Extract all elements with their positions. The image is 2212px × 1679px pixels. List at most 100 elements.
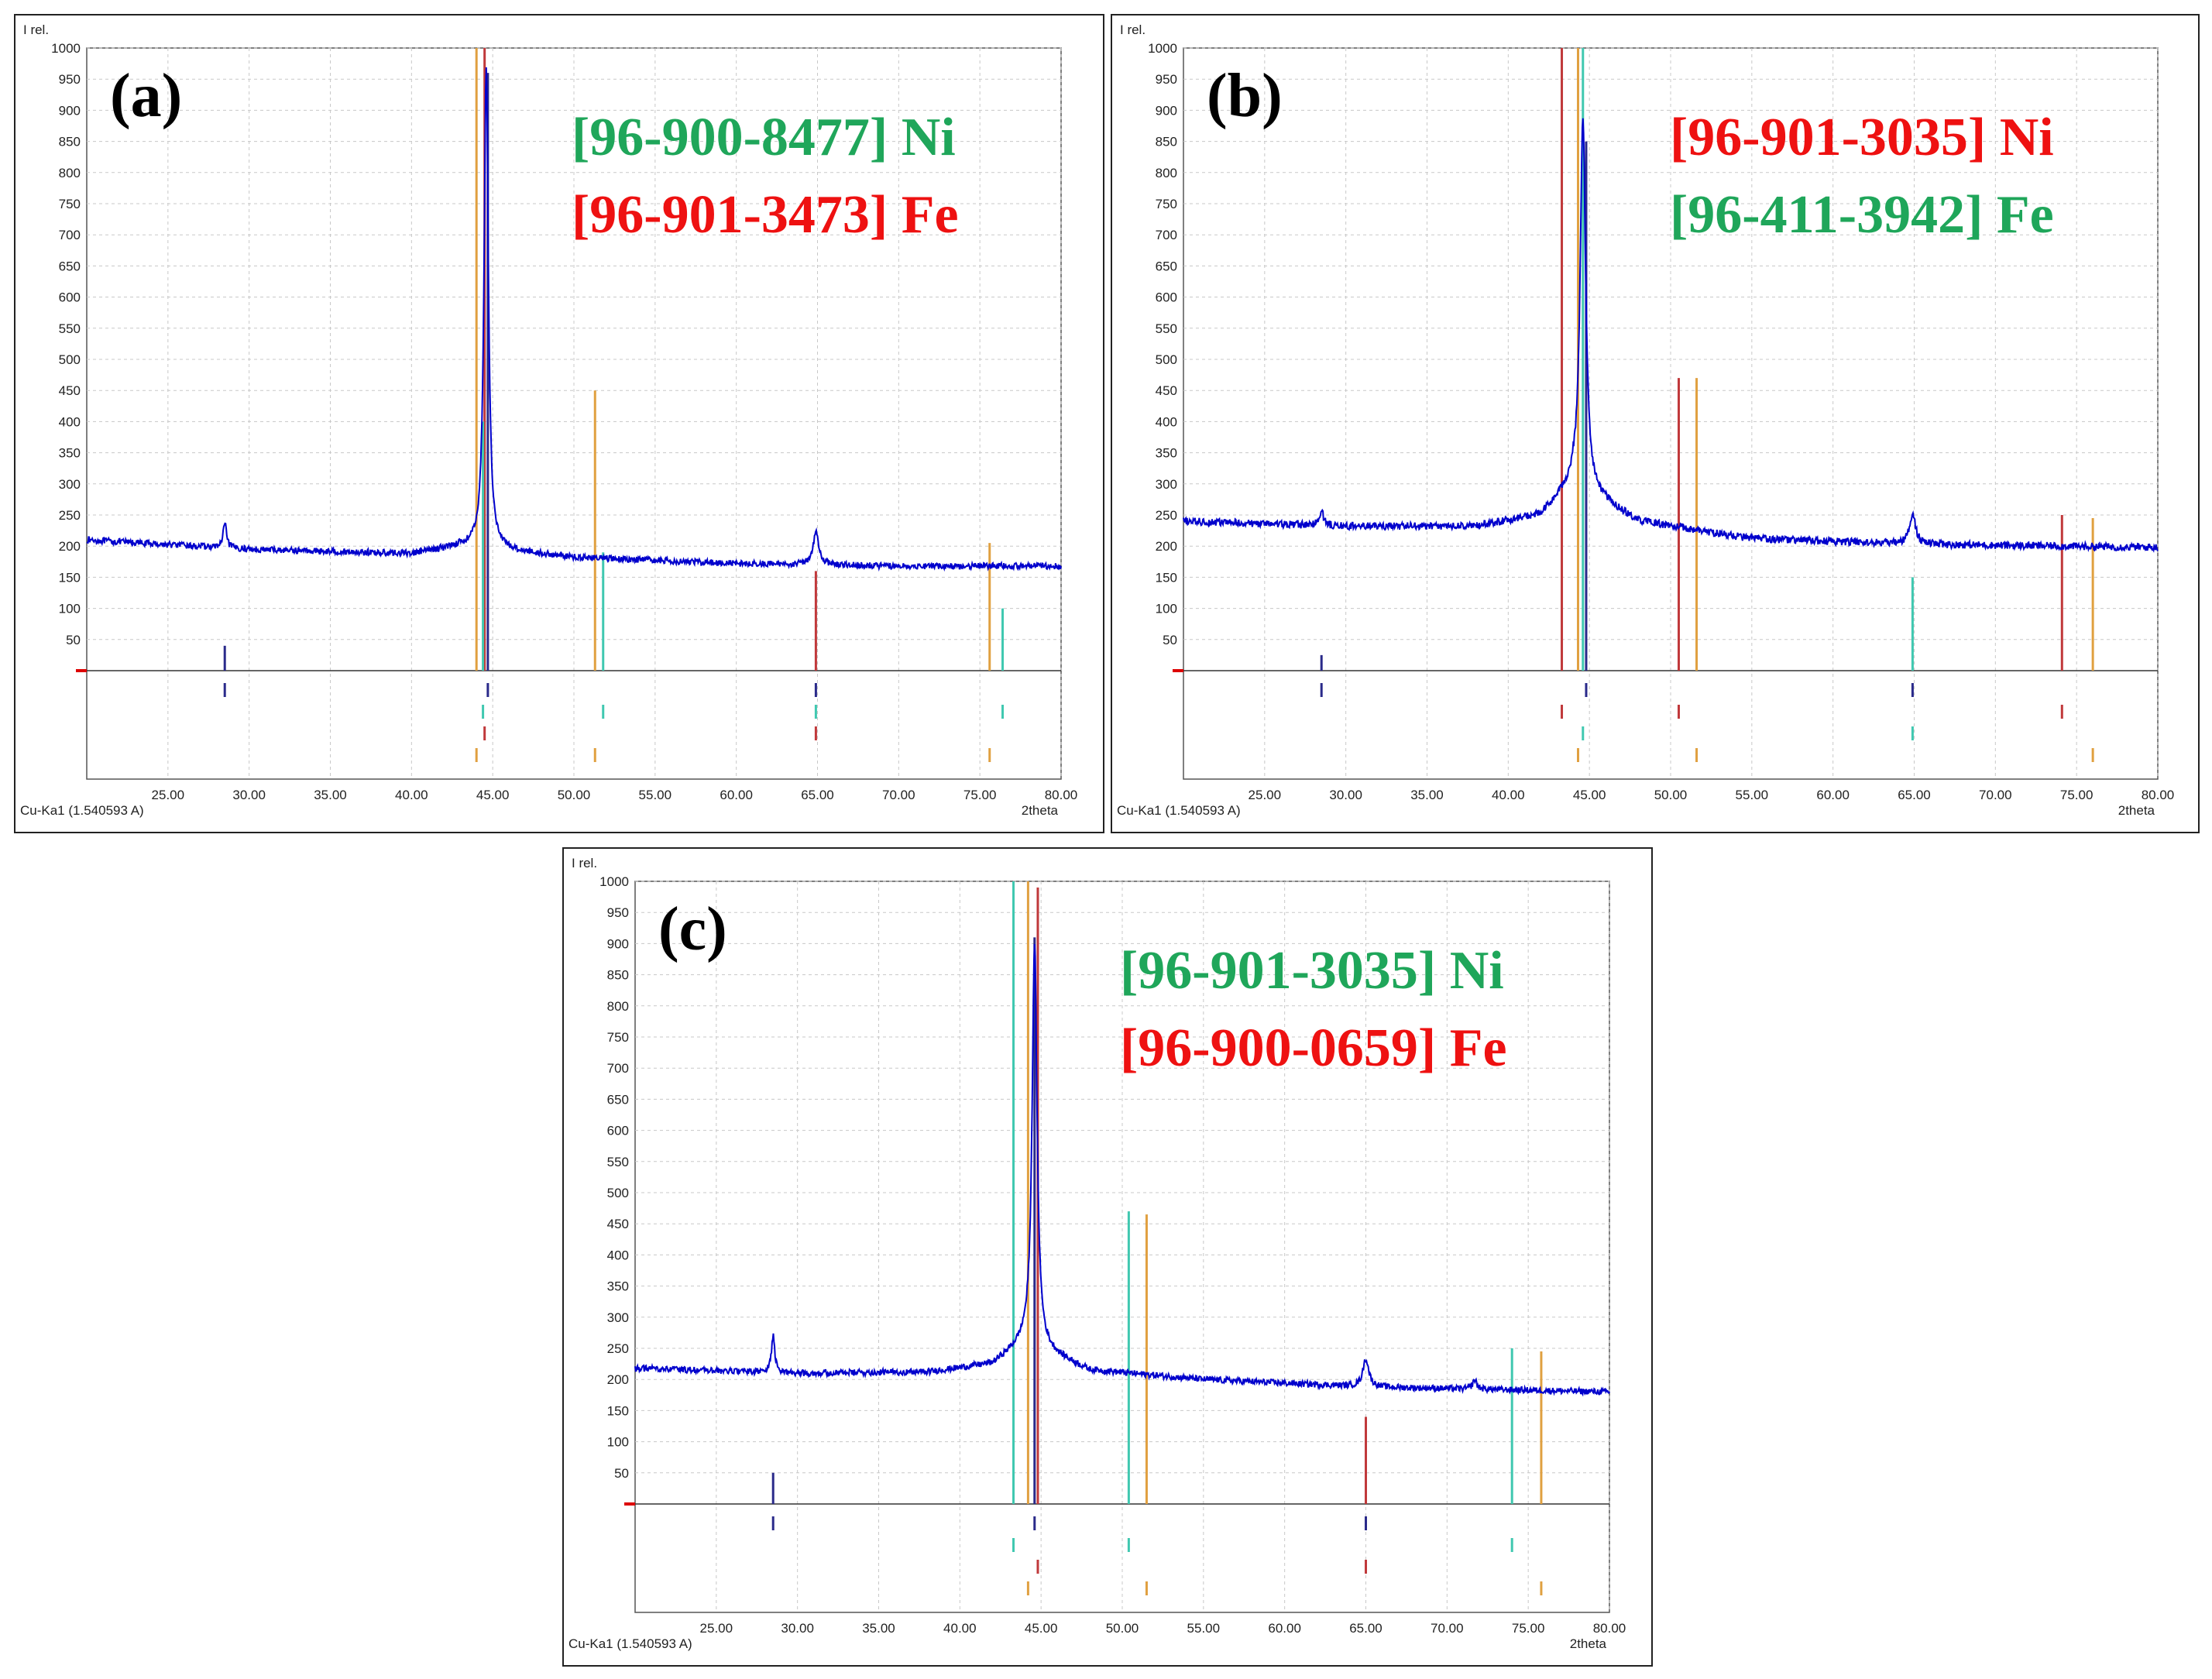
y-tick-label: 650 xyxy=(1156,259,1177,273)
xrd-chart-c: 1000 950 900 850 800 750 700 650 600 550 500 450 400… xyxy=(568,856,1626,1651)
y-tick-label: 200 xyxy=(59,539,81,554)
y-tick-label: 50 xyxy=(1163,633,1177,647)
y-tick-label: 450 xyxy=(59,383,81,398)
x-tick-label: 45.00 xyxy=(1573,788,1606,802)
y-tick-label: 250 xyxy=(1156,508,1177,523)
x-tick-label: 55.00 xyxy=(1187,1621,1221,1636)
y-tick-label: 250 xyxy=(59,508,81,523)
y-tick-label: 700 xyxy=(59,228,81,242)
y-tick-label: 300 xyxy=(59,477,81,492)
y-axis-label: I rel. xyxy=(572,856,597,870)
reference-label: [96-901-3035] Ni xyxy=(1670,108,2054,167)
y-tick-label: 550 xyxy=(607,1155,629,1169)
diffraction-pattern-line xyxy=(86,67,1062,572)
y-tick-label: 350 xyxy=(1156,446,1177,461)
y-tick-label: 300 xyxy=(607,1310,629,1325)
x-tick-label: 55.00 xyxy=(639,788,672,802)
x-tick-label: 70.00 xyxy=(1431,1621,1464,1636)
xrd-chart-a: 1000 950 900 850 800 750 700 650 600 550 500 450 400… xyxy=(20,22,1078,818)
y-tick-label: 400 xyxy=(607,1248,629,1262)
x-tick-label: 80.00 xyxy=(2142,788,2175,802)
x-tick-label: 25.00 xyxy=(1249,788,1282,802)
diffraction-pattern-line xyxy=(1183,118,2159,553)
y-tick-label: 100 xyxy=(1156,602,1177,616)
y-axis-label: I rel. xyxy=(23,22,49,37)
y-tick-label: 1000 xyxy=(599,874,629,889)
x-axis-label: 2theta xyxy=(1570,1636,1607,1651)
y-tick-label: 200 xyxy=(1156,539,1177,554)
y-tick-label: 100 xyxy=(59,602,81,616)
x-tick-label: 45.00 xyxy=(1025,1621,1058,1636)
y-tick-label: 900 xyxy=(607,936,629,951)
x-tick-label: 65.00 xyxy=(1349,1621,1382,1636)
x-tick-label: 50.00 xyxy=(1654,788,1688,802)
y-tick-label: 950 xyxy=(1156,72,1177,87)
chart-panel-c: 1000 950 900 850 800 750 700 650 600 550 500 450 400… xyxy=(562,847,1653,1667)
x-tick-label: 65.00 xyxy=(801,788,834,802)
x-tick-label: 70.00 xyxy=(882,788,915,802)
reference-label: [96-411-3942] Fe xyxy=(1670,185,2054,245)
y-tick-label: 600 xyxy=(59,290,81,305)
y-tick-label: 450 xyxy=(1156,383,1177,398)
reference-label: [96-900-0659] Fe xyxy=(1120,1018,1507,1078)
y-tick-label: 600 xyxy=(607,1124,629,1138)
x-tick-label: 35.00 xyxy=(1410,788,1444,802)
y-tick-label: 250 xyxy=(607,1341,629,1356)
reference-label: [96-900-8477] Ni xyxy=(572,108,956,167)
y-tick-label: 750 xyxy=(59,197,81,211)
y-axis-label: I rel. xyxy=(1120,22,1146,37)
chart-panel-b: 1000 950 900 850 800 750 700 650 600 550 500 450 400… xyxy=(1111,14,2200,833)
y-tick-label: 650 xyxy=(607,1092,629,1107)
y-tick-label: 200 xyxy=(607,1372,629,1387)
y-tick-label: 450 xyxy=(607,1217,629,1231)
y-tick-label: 550 xyxy=(1156,321,1177,336)
y-tick-label: 150 xyxy=(607,1403,629,1418)
y-tick-label: 50 xyxy=(66,633,81,647)
y-tick-label: 600 xyxy=(1156,290,1177,305)
x-tick-label: 30.00 xyxy=(232,788,266,802)
xrd-chart-b: 1000 950 900 850 800 750 700 650 600 550 500 450 400… xyxy=(1117,22,2175,818)
x-tick-label: 40.00 xyxy=(943,1621,977,1636)
y-tick-label: 850 xyxy=(607,968,629,983)
y-tick-label: 300 xyxy=(1156,477,1177,492)
x-tick-label: 50.00 xyxy=(558,788,591,802)
x-tick-label: 80.00 xyxy=(1593,1621,1626,1636)
x-tick-label: 75.00 xyxy=(963,788,997,802)
x-tick-label: 25.00 xyxy=(152,788,185,802)
y-tick-label: 700 xyxy=(607,1061,629,1076)
y-tick-label: 1000 xyxy=(51,41,81,56)
y-tick-label: 650 xyxy=(59,259,81,273)
y-tick-label: 950 xyxy=(59,72,81,87)
x-tick-label: 80.00 xyxy=(1045,788,1078,802)
x-tick-label: 60.00 xyxy=(720,788,753,802)
panel-label: (b) xyxy=(1207,62,1283,130)
y-tick-label: 800 xyxy=(59,166,81,180)
reference-label: [96-901-3473] Fe xyxy=(572,185,959,245)
panel-label: (a) xyxy=(110,62,182,130)
x-tick-label: 45.00 xyxy=(476,788,510,802)
y-tick-label: 500 xyxy=(59,352,81,367)
y-tick-label: 50 xyxy=(614,1466,629,1481)
y-tick-label: 850 xyxy=(1156,135,1177,149)
x-axis-label: 2theta xyxy=(2118,803,2155,818)
x-tick-label: 30.00 xyxy=(781,1621,814,1636)
y-tick-label: 700 xyxy=(1156,228,1177,242)
y-tick-label: 850 xyxy=(59,135,81,149)
x-tick-label: 50.00 xyxy=(1106,1621,1139,1636)
y-tick-label: 1000 xyxy=(1148,41,1177,56)
y-tick-label: 500 xyxy=(607,1186,629,1200)
x-tick-label: 35.00 xyxy=(862,1621,895,1636)
x-tick-label: 40.00 xyxy=(395,788,428,802)
y-tick-label: 550 xyxy=(59,321,81,336)
x-axis-label: 2theta xyxy=(1022,803,1059,818)
radiation-label: Cu-Ka1 (1.540593 A) xyxy=(20,803,144,818)
x-tick-label: 30.00 xyxy=(1329,788,1362,802)
x-tick-label: 75.00 xyxy=(1512,1621,1545,1636)
x-tick-label: 60.00 xyxy=(1816,788,1850,802)
chart-panel-a: 1000 950 900 850 800 750 700 650 600 550 500 450 400… xyxy=(14,14,1104,833)
x-tick-label: 40.00 xyxy=(1492,788,1525,802)
x-tick-label: 75.00 xyxy=(2060,788,2094,802)
y-tick-label: 800 xyxy=(1156,166,1177,180)
y-tick-label: 350 xyxy=(607,1279,629,1294)
y-tick-label: 400 xyxy=(1156,414,1177,429)
